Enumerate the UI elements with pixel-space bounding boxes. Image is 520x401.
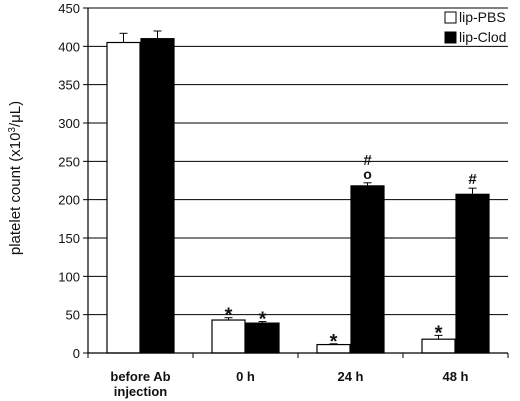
y-tick-label: 50: [66, 308, 80, 323]
legend-swatch: [444, 31, 457, 44]
annotation-mark: *: [435, 322, 443, 344]
axes: [83, 7, 509, 358]
annotation-mark: *: [225, 305, 233, 327]
legend-label: lip-Clod: [459, 29, 506, 45]
y-tick-label: 100: [58, 269, 80, 284]
annotation-mark: #: [468, 171, 477, 188]
y-tick-label: 300: [58, 116, 80, 131]
y-tick-label: 450: [58, 1, 80, 16]
annotation-mark: #: [363, 152, 372, 169]
x-category-label: 48 h: [442, 369, 468, 384]
y-tick-label: 350: [58, 78, 80, 93]
y-tick-label: 250: [58, 154, 80, 169]
bar-lip-clod: [455, 193, 490, 354]
bars: [106, 30, 490, 354]
annotation-mark: o: [363, 166, 372, 182]
annotation-mark: *: [330, 331, 338, 353]
bar-lip-pbs: [106, 41, 141, 354]
y-axis-label: platelet count (x103/μL): [7, 101, 25, 255]
x-category-label: before Ab: [110, 369, 170, 384]
y-tick-label: 0: [73, 346, 80, 361]
x-category-label: injection: [114, 384, 168, 399]
y-tick-label: 150: [58, 231, 80, 246]
bar-lip-clod: [140, 38, 175, 354]
legend: lip-PBS lip-Clod: [444, 9, 506, 45]
annotation-mark: *: [259, 309, 267, 331]
x-category-label: 24 h: [337, 369, 363, 384]
y-tick-label: 200: [58, 193, 80, 208]
legend-label: lip-PBS: [459, 9, 506, 25]
y-tick-labels: 0 50 100 150 200 250 300 350 400 450: [58, 1, 80, 361]
bar-lip-clod: [350, 185, 385, 354]
y-tick-label: 400: [58, 39, 80, 54]
bar-lip-pbs: [211, 319, 246, 354]
significance-annotations: * **o#*#: [225, 152, 478, 353]
x-category-label: 0 h: [236, 369, 255, 384]
legend-swatch: [444, 11, 457, 24]
